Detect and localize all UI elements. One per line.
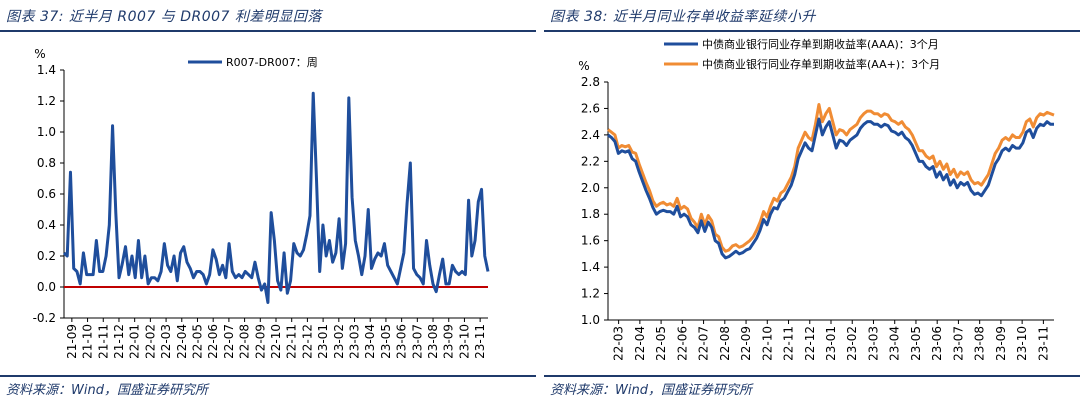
x-tick-label: 23-01 xyxy=(824,326,838,361)
x-tick-label: 22-07 xyxy=(697,326,711,361)
x-tick-label: 22-01 xyxy=(128,324,142,359)
x-tick-label: 22-12 xyxy=(803,326,817,361)
series-line-1 xyxy=(607,117,1054,260)
source-rule xyxy=(544,375,1080,377)
y-tick-label: 0.8 xyxy=(37,156,56,170)
x-tick-label: 23-10 xyxy=(457,324,471,359)
y-tick-label: 0.4 xyxy=(37,218,56,232)
x-tick-label: 23-11 xyxy=(473,324,487,359)
y-tick-label: 1.2 xyxy=(581,287,600,301)
x-tick-label: 23-08 xyxy=(426,324,440,359)
x-tick-label: 22-08 xyxy=(238,324,252,359)
x-tick-label: 23-06 xyxy=(395,324,409,359)
x-tick-label: 22-10 xyxy=(269,324,283,359)
x-tick-label: 22-09 xyxy=(253,324,267,359)
x-tick-label: 22-05 xyxy=(190,324,204,359)
x-tick-label: 22-04 xyxy=(633,326,647,361)
x-tick-label: 23-09 xyxy=(442,324,456,359)
x-tick-label: 23-05 xyxy=(379,324,393,359)
x-tick-label: 22-12 xyxy=(300,324,314,359)
x-tick-label: 23-04 xyxy=(888,326,902,361)
figure-title: 图表 38: 近半月同业存单收益率延续小升 xyxy=(550,9,816,25)
legend-label: R007-DR007：周 xyxy=(226,56,318,69)
y-tick-label: 1.8 xyxy=(581,207,600,221)
y-tick-label: 1.4 xyxy=(581,260,600,274)
y-tick-label: 1.4 xyxy=(37,63,56,77)
y-axis-unit-label: % xyxy=(34,47,45,61)
x-tick-label: 23-01 xyxy=(316,324,330,359)
y-tick-label: 1.0 xyxy=(581,313,600,327)
x-tick-label: 23-06 xyxy=(930,326,944,361)
x-tick-label: 22-03 xyxy=(159,324,173,359)
x-tick-label: 23-10 xyxy=(1015,326,1029,361)
y-tick-label: 2.4 xyxy=(581,128,600,142)
y-tick-label: 2.6 xyxy=(581,101,600,115)
figure-panel-right: 图表 38: 近半月同业存单收益率延续小升 % 1.0 1.2 1.4 1.6 1.8 2.… xyxy=(544,0,1080,402)
x-tick-label: 22-10 xyxy=(760,326,774,361)
figure-title: 图表 37: 近半月 R007 与 DR007 利差明显回落 xyxy=(6,9,322,25)
x-tick-label: 22-06 xyxy=(206,324,220,359)
y-tick-label: 2.0 xyxy=(581,181,600,195)
chart-r007-dr007-spread: %-0.20.00.20.40.60.81.01.21.421-09 21-10 2… xyxy=(33,47,490,359)
x-tick-label: 23-11 xyxy=(1036,326,1050,361)
x-tick-label: 22-03 xyxy=(612,326,626,361)
x-tick-label: 23-09 xyxy=(994,326,1008,361)
legend-label: 中债商业银行同业存单到期收益率(AA+)：3个月 xyxy=(702,57,940,71)
x-tick-label: 23-04 xyxy=(363,324,377,359)
x-tick-label: 21-09 xyxy=(65,324,79,359)
x-tick-label: 23-07 xyxy=(951,326,965,361)
figure-source: 资料来源：Wind，国盛证券研究所 xyxy=(550,383,752,398)
y-tick-label: 0.6 xyxy=(37,187,56,201)
x-tick-label: 23-03 xyxy=(866,326,880,361)
y-tick-label: 1.2 xyxy=(37,94,56,108)
source-rule xyxy=(0,375,536,377)
x-tick-label: 22-07 xyxy=(222,324,236,359)
x-tick-label: 21-12 xyxy=(112,324,126,359)
x-tick-label: 23-02 xyxy=(845,326,859,361)
x-tick-label: 22-06 xyxy=(675,326,689,361)
x-tick-label: 23-02 xyxy=(332,324,346,359)
figure-panel-left: 图表 37: 近半月 R007 与 DR007 利差明显回落 % -0.2 0.0 0… xyxy=(0,0,536,402)
y-tick-label: 1.6 xyxy=(581,234,600,248)
series-line-1 xyxy=(62,91,490,304)
title-rule xyxy=(0,30,536,32)
series-line-2 xyxy=(607,102,1055,253)
title-rule xyxy=(544,30,1080,32)
y-axis-unit-label: % xyxy=(578,59,589,73)
x-tick-label: 22-05 xyxy=(654,326,668,361)
x-tick-label: 21-11 xyxy=(96,324,110,359)
x-tick-label: 21-10 xyxy=(81,324,95,359)
y-tick-label: 1.0 xyxy=(37,125,56,139)
legend-label: 中债商业银行同业存单到期收益率(AAA)：3个月 xyxy=(702,37,939,51)
y-tick-label: 0.0 xyxy=(37,280,56,294)
x-tick-label: 22-11 xyxy=(782,326,796,361)
x-tick-label: 22-09 xyxy=(739,326,753,361)
x-tick-label: 22-02 xyxy=(143,324,157,359)
x-tick-label: 22-04 xyxy=(175,324,189,359)
x-tick-label: 22-08 xyxy=(718,326,732,361)
x-tick-label: 23-03 xyxy=(348,324,362,359)
chart-ncd-yield: % 1.0 1.2 1.4 1.6 1.8 2.0 2.2 2.4 2.6 2.8 22-03 22-0… xyxy=(578,37,1055,361)
figure-source: 资料来源：Wind，国盛证券研究所 xyxy=(6,383,208,398)
x-tick-label: 22-11 xyxy=(285,324,299,359)
y-tick-label: 2.2 xyxy=(581,154,600,168)
y-tick-label: 0.2 xyxy=(37,249,56,263)
x-tick-label: 23-08 xyxy=(973,326,987,361)
y-tick-label: 2.8 xyxy=(581,75,600,89)
y-tick-label: -0.2 xyxy=(33,311,56,325)
x-tick-label: 23-07 xyxy=(410,324,424,359)
x-tick-label: 23-05 xyxy=(909,326,923,361)
